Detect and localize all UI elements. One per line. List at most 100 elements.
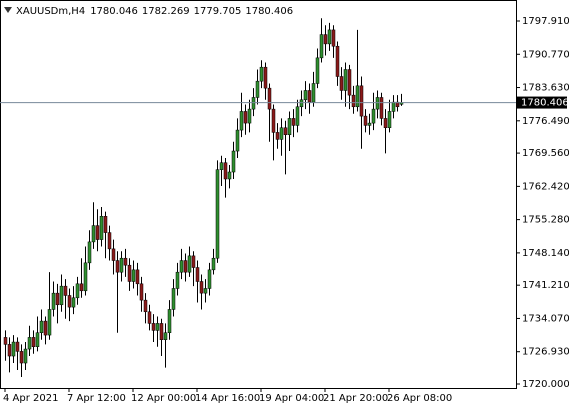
candle-body xyxy=(387,111,392,128)
candle-body xyxy=(15,341,20,352)
candle-body xyxy=(75,283,80,299)
candle-body xyxy=(159,323,164,340)
y-tick-label: 1776.490 xyxy=(522,116,569,127)
candle-body xyxy=(11,341,16,357)
candle-body xyxy=(103,216,108,233)
candle-body xyxy=(207,269,212,289)
x-tick-label: 12 Apr 00:00 xyxy=(131,393,196,404)
candle-body xyxy=(91,225,96,243)
candle-body xyxy=(47,309,52,336)
candle-body xyxy=(319,34,324,59)
price-label-bg xyxy=(517,96,567,109)
candle-body xyxy=(39,320,44,333)
candle-body xyxy=(179,260,184,273)
candle-body xyxy=(87,241,92,264)
candle-body xyxy=(199,281,204,294)
candle-body xyxy=(267,87,272,110)
candle-body xyxy=(119,257,124,273)
candle-body xyxy=(99,216,104,240)
candle-body xyxy=(351,94,356,108)
header-open: 1780.046 xyxy=(90,6,138,17)
candle-body xyxy=(355,85,360,108)
header-icon xyxy=(4,7,12,13)
candle-body xyxy=(347,69,352,96)
candle-body xyxy=(43,320,48,336)
candle-body xyxy=(131,269,136,282)
candle-body xyxy=(95,225,100,240)
candle-body xyxy=(51,292,56,310)
symbol: XAUUSDm,H4 xyxy=(16,6,85,17)
x-tick-label: 4 Apr 2021 xyxy=(3,393,58,404)
header-high: 1782.269 xyxy=(142,6,190,17)
candle-body xyxy=(191,255,196,268)
candle-body xyxy=(195,267,200,282)
candle-body xyxy=(299,99,304,108)
candle-body xyxy=(303,90,308,101)
candle-body xyxy=(291,118,296,126)
candle-body xyxy=(107,232,112,250)
candle-body xyxy=(379,97,384,119)
candle-body xyxy=(203,288,208,294)
candle-body xyxy=(71,297,76,308)
candle-body xyxy=(163,332,168,340)
y-tick-label: 1720.000 xyxy=(522,379,569,390)
y-tick-label: 1769.560 xyxy=(522,148,569,159)
candle-body xyxy=(227,171,232,180)
candle-body xyxy=(79,283,84,292)
x-tick-label: 21 Apr 20:00 xyxy=(323,393,388,404)
candle-body xyxy=(167,309,172,333)
candle-body xyxy=(243,111,248,124)
price-label: 1780.406 xyxy=(521,98,569,109)
candle-body xyxy=(31,337,36,347)
candle-body xyxy=(139,283,144,301)
candle-body xyxy=(375,97,380,110)
candle-body xyxy=(367,122,372,126)
candle-body xyxy=(211,257,216,271)
x-tick-label: 19 Apr 04:00 xyxy=(259,393,324,404)
y-tick-label: 1762.420 xyxy=(522,181,569,192)
candle-body xyxy=(287,118,292,135)
candle-body xyxy=(23,348,28,364)
candle-body xyxy=(187,255,192,273)
candle-body xyxy=(171,288,176,310)
candle-body xyxy=(307,90,312,103)
candle-body xyxy=(331,29,336,47)
candle-body xyxy=(63,285,68,296)
candle-body xyxy=(235,129,240,152)
candle-body xyxy=(383,118,388,128)
candle-body xyxy=(231,150,236,173)
candle-body xyxy=(155,323,160,331)
candle-body xyxy=(363,115,368,126)
candle-body xyxy=(223,162,228,180)
x-tick-label: 7 Apr 12:00 xyxy=(67,393,126,404)
plot-frame xyxy=(0,0,517,389)
candle-body xyxy=(279,127,284,140)
candle-body xyxy=(335,45,340,77)
candle-body xyxy=(83,262,88,292)
candle-body xyxy=(175,271,180,289)
candle-body xyxy=(391,101,396,112)
candle-body xyxy=(343,69,348,91)
candle-body xyxy=(183,260,188,273)
candle-body xyxy=(135,269,140,285)
candle-body xyxy=(271,108,276,133)
candle-body xyxy=(371,108,376,124)
candle-body xyxy=(219,162,224,170)
candle-body xyxy=(283,127,288,135)
candle-body xyxy=(111,248,116,261)
candle-body xyxy=(275,132,280,140)
header-low: 1779.705 xyxy=(194,6,242,17)
y-tick-label: 1726.930 xyxy=(522,347,569,358)
candle-body xyxy=(359,85,364,117)
candle-body xyxy=(67,295,72,308)
candle-body xyxy=(147,311,152,324)
candle-body xyxy=(55,292,60,306)
y-tick-label: 1734.070 xyxy=(522,313,569,324)
header-close: 1780.406 xyxy=(245,6,293,17)
y-tick-label: 1748.140 xyxy=(522,248,569,259)
candle-body xyxy=(295,106,300,126)
candle-body xyxy=(315,57,320,84)
chart-header: XAUUSDm,H4 1780.046 1782.269 1779.705 1780.4… xyxy=(16,6,293,17)
candle-body xyxy=(123,257,128,266)
candle-body xyxy=(27,337,32,350)
